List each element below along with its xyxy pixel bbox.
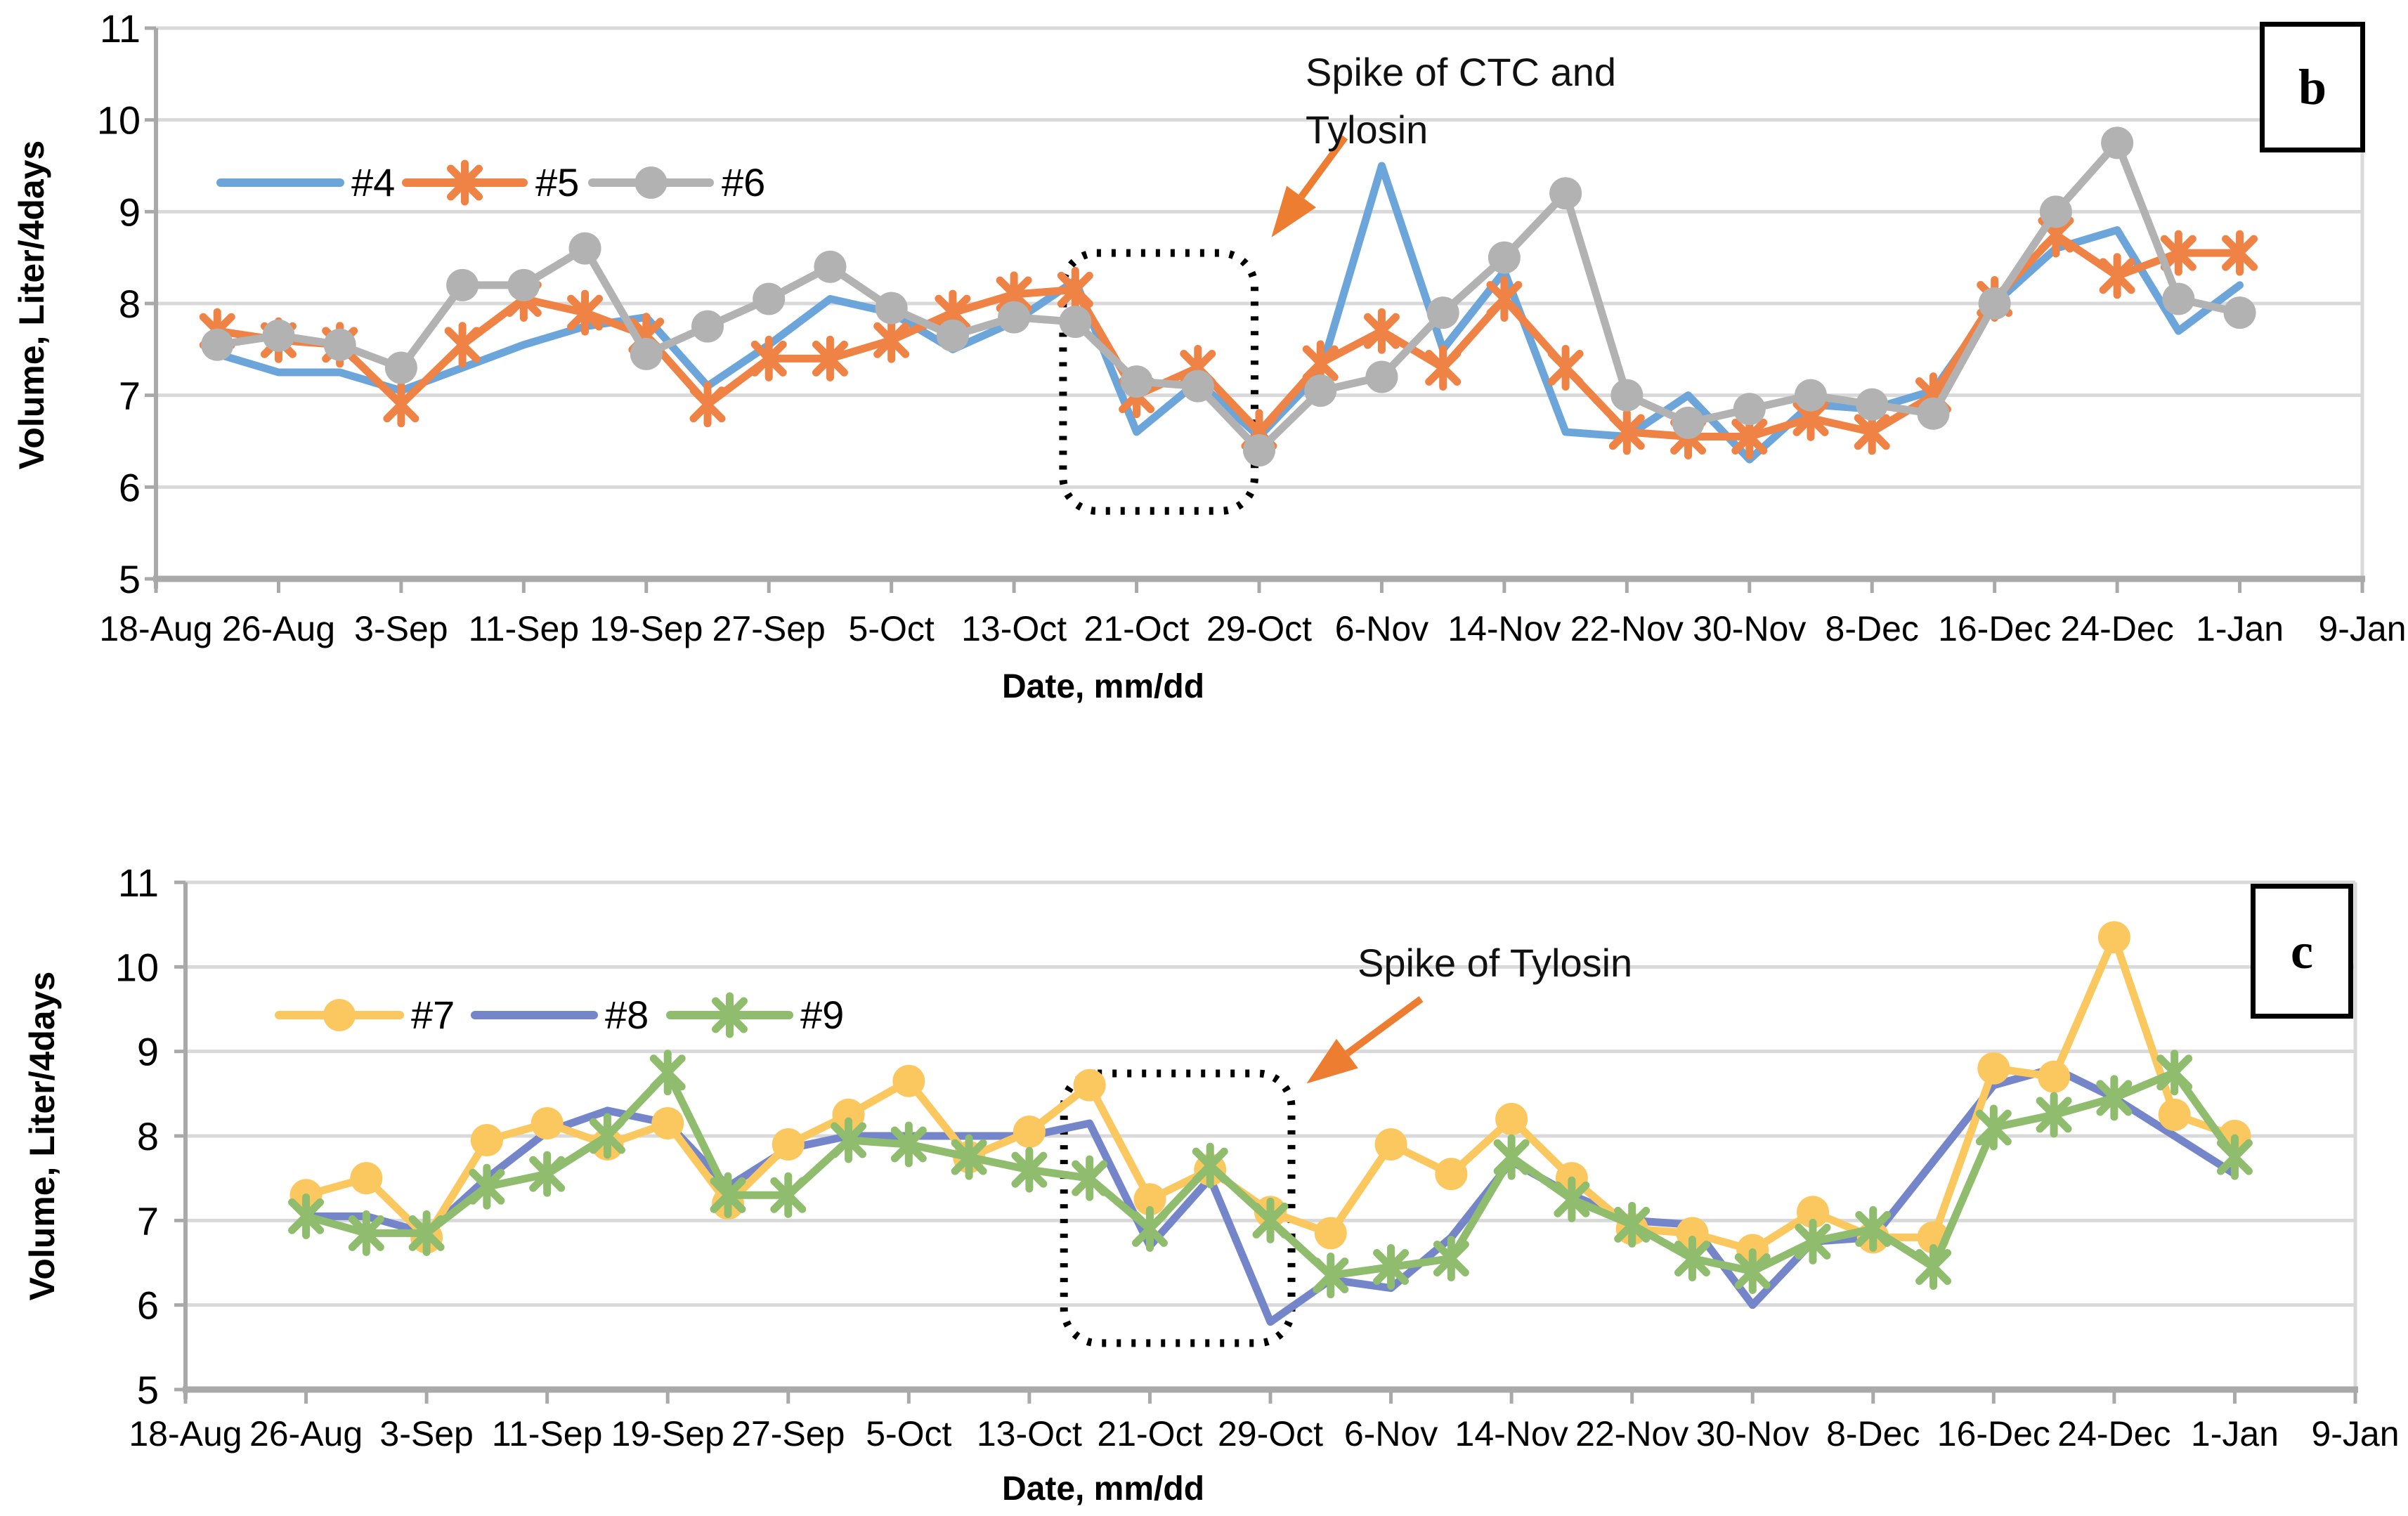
legend-c: #7 #8 #9	[275, 992, 844, 1038]
chart-b-y-axis-title: Volume, Liter/4days	[12, 140, 51, 470]
legend-label: #5	[535, 160, 579, 204]
x-tick-label: 24-Dec	[2061, 609, 2174, 648]
x-tick-label: 14-Nov	[1447, 609, 1561, 648]
chart-b-annotation: Spike of CTC and Tylosin	[1306, 44, 1616, 159]
chart-b-x-axis-title: Date, mm/dd	[1001, 668, 1205, 705]
series-num9	[288, 1050, 2253, 1299]
y-tick-label: 10	[97, 98, 141, 143]
annotation-arrow-head	[1271, 185, 1317, 237]
legend-b: #4 #5 #6	[216, 159, 765, 206]
legend-label: #4	[351, 160, 395, 204]
chart-c: 5 6 7 8 9 10 11 18-Aug 26-Aug 3-Sep 11-Sep 19-Sep 27…	[115, 861, 2400, 1453]
series-num4	[213, 162, 2244, 464]
chart-b-annotation-line-2: Tylosin	[1306, 107, 1428, 152]
x-tick-label: 19-Sep	[590, 609, 703, 648]
x-tick-label: 27-Sep	[731, 1414, 845, 1453]
x-tick-label: 11-Sep	[469, 609, 580, 648]
x-tick-label: 13-Oct	[961, 609, 1067, 648]
y-tick-label: 6	[137, 1283, 159, 1328]
x-tick-label: 19-Sep	[611, 1414, 724, 1453]
x-tick-label: 6-Nov	[1335, 609, 1428, 648]
x-tick-label: 5-Oct	[866, 1414, 951, 1453]
chart-c-y-axis-title: Volume, Liter/4days	[22, 971, 62, 1301]
chart-b-panel-label-box: b	[2260, 22, 2365, 152]
chart-b-annotation-line-1: Spike of CTC and	[1306, 50, 1616, 94]
y-tick-label: 5	[137, 1368, 159, 1412]
annotation-dotted-box	[1059, 249, 1258, 515]
x-tick-label: 3-Sep	[354, 609, 448, 648]
x-tick-label: 9-Jan	[2318, 609, 2406, 648]
x-tick-label: 16-Dec	[1938, 609, 2051, 648]
annotation-arrow-line	[1299, 135, 1348, 199]
x-tick-label: 22-Nov	[1575, 1414, 1688, 1453]
x-tick-label: 8-Dec	[1825, 609, 1919, 648]
y-tick-label: 6	[119, 465, 141, 509]
chart-b: 5 6 7 8 9 10 11 18-Aug 26-Aug 3-Sep 11-Sep 19-Sep 27…	[97, 6, 2407, 648]
y-tick-label: 9	[137, 1030, 159, 1074]
x-tick-label: 13-Oct	[977, 1414, 1082, 1453]
x-tick-label: 1-Jan	[2191, 1414, 2279, 1453]
x-tick-label: 26-Aug	[222, 609, 335, 648]
chart-c-annotation-line-1: Spike of Tylosin	[1358, 941, 1633, 985]
x-tick-label: 27-Sep	[712, 609, 826, 648]
x-tick-label: 24-Dec	[2057, 1414, 2171, 1453]
x-tick-label: 29-Oct	[1206, 609, 1312, 648]
x-tick-label: 22-Nov	[1570, 609, 1684, 648]
x-tick-label: 26-Aug	[249, 1414, 363, 1453]
x-tick-label: 18-Aug	[129, 1414, 242, 1453]
x-tick-label: 1-Jan	[2196, 609, 2284, 648]
x-tick-label: 21-Oct	[1097, 1414, 1202, 1453]
y-tick-label: 11	[100, 6, 141, 51]
series-num6	[201, 126, 2256, 467]
x-tick-label: 6-Nov	[1344, 1414, 1438, 1453]
chart-c-panel-label: c	[2291, 922, 2313, 979]
legend-label: #7	[411, 993, 455, 1037]
y-tick-label: 9	[119, 190, 141, 234]
x-tick-label: 29-Oct	[1218, 1414, 1323, 1453]
x-tick-label: 16-Dec	[1937, 1414, 2050, 1453]
chart-c-panel-label-box: c	[2251, 884, 2353, 1019]
x-axis: 18-Aug 26-Aug 3-Sep 11-Sep 19-Sep 27-Sep 5-Oct…	[129, 1390, 2400, 1453]
annotation-arrow-head	[1306, 1038, 1358, 1084]
legend-label: #8	[605, 993, 649, 1037]
legend-label: #9	[800, 993, 844, 1037]
x-tick-label: 9-Jan	[2311, 1414, 2399, 1453]
x-tick-label: 3-Sep	[379, 1414, 473, 1453]
x-tick-label: 30-Nov	[1696, 1414, 1809, 1453]
chart-b-panel-label: b	[2298, 58, 2327, 115]
y-tick-label: 7	[137, 1198, 159, 1243]
legend-label: #6	[722, 160, 765, 204]
gridlines: 5 6 7 8 9 10 11	[97, 6, 2364, 601]
y-tick-label: 7	[119, 374, 141, 418]
x-tick-label: 11-Sep	[492, 1414, 603, 1453]
y-tick-label: 8	[119, 282, 141, 326]
x-tick-label: 8-Dec	[1826, 1414, 1920, 1453]
y-tick-label: 10	[115, 945, 159, 989]
chart-c-x-axis-title: Date, mm/dd	[1001, 1470, 1205, 1508]
gridlines: 5 6 7 8 9 10 11	[115, 861, 2357, 1412]
y-tick-label: 8	[137, 1114, 159, 1158]
annotation-dotted-box	[1060, 1069, 1296, 1347]
chart-c-annotation: Spike of Tylosin	[1358, 934, 1632, 992]
annotation-arrow-line	[1345, 996, 1424, 1057]
y-tick-label: 5	[119, 557, 141, 601]
y-tick-label: 11	[118, 861, 159, 905]
x-tick-label: 5-Oct	[849, 609, 935, 648]
x-axis: 18-Aug 26-Aug 3-Sep 11-Sep 19-Sep 27-Sep 5-Oct…	[99, 579, 2407, 648]
x-tick-label: 21-Oct	[1084, 609, 1190, 648]
x-tick-label: 30-Nov	[1693, 609, 1806, 648]
x-tick-label: 18-Aug	[99, 609, 212, 648]
x-tick-label: 14-Nov	[1455, 1414, 1568, 1453]
